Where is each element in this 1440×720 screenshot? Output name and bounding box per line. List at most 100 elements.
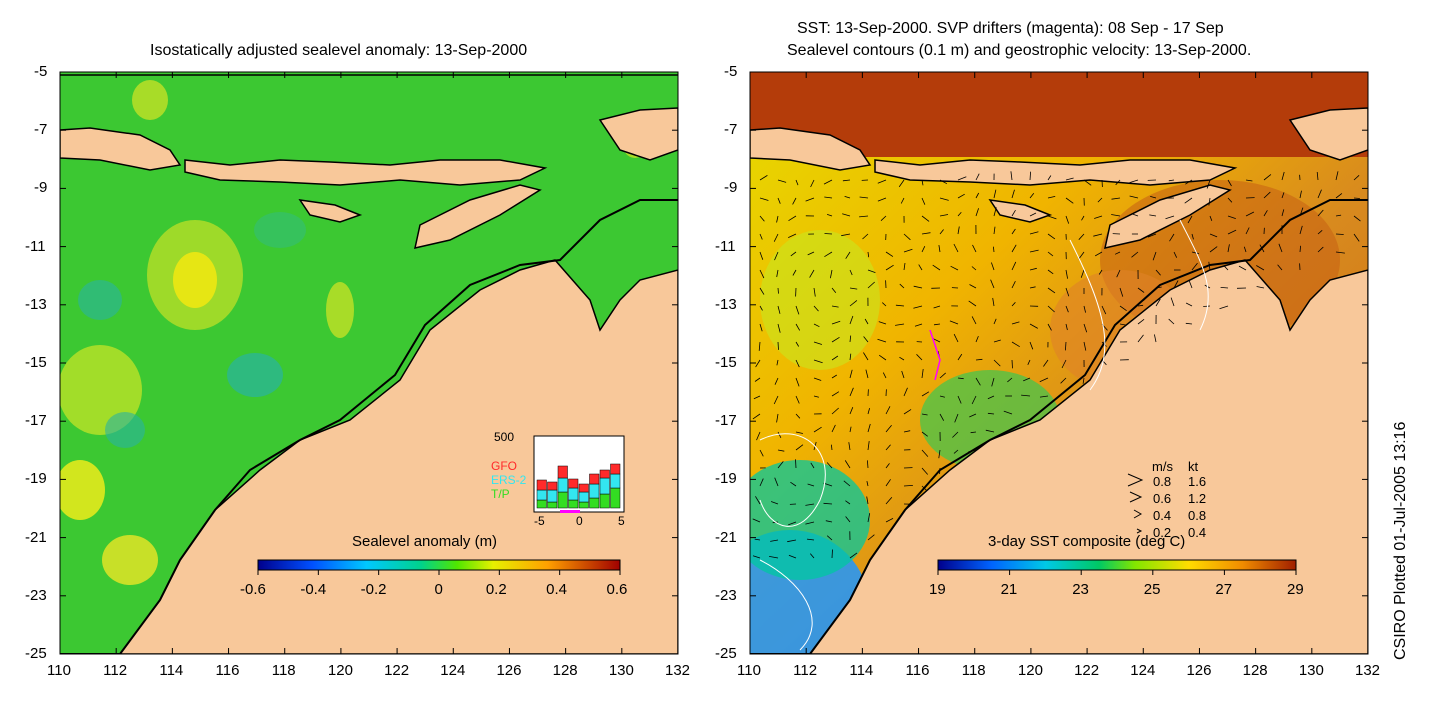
- right-y-tick-label: -5: [724, 63, 738, 80]
- right-x-tick-label: 128: [1242, 662, 1268, 679]
- velocity-arrow: [776, 269, 779, 278]
- velocity-arrow: [921, 467, 929, 475]
- velocity-arrow: [867, 460, 869, 469]
- velocity-arrow: [831, 444, 833, 451]
- velocity-legend-ms: 0.4: [1153, 508, 1172, 523]
- velocity-arrow: [1065, 287, 1070, 297]
- velocity-arrow: [991, 262, 995, 271]
- velocity-arrow: [809, 553, 815, 559]
- velocity-arrow: [1137, 287, 1145, 293]
- velocity-arrow: [1047, 175, 1052, 181]
- left-y-tick-label: -23: [25, 586, 47, 604]
- velocity-arrow: [826, 214, 833, 217]
- velocity-arrow: [777, 179, 787, 183]
- velocity-arrow: [987, 412, 995, 415]
- velocity-arrow: [882, 372, 887, 379]
- velocity-arrow: [849, 300, 858, 307]
- velocity-arrow: [1227, 215, 1236, 219]
- inset-bar: [568, 478, 579, 489]
- sst-colorbar-tick: 29: [1287, 581, 1304, 598]
- velocity-arrow: [1029, 249, 1039, 253]
- right-y-tick-label: -15: [715, 354, 737, 371]
- sst-cool-patch: [750, 460, 870, 580]
- velocity-arrow: [993, 207, 997, 217]
- inset-bar: [589, 483, 600, 499]
- velocity-arrow: [1185, 179, 1193, 185]
- velocity-arrow: [777, 431, 782, 438]
- velocity-arrow: [824, 251, 833, 258]
- velocity-arrow: [918, 264, 923, 271]
- velocity-arrow: [752, 555, 761, 559]
- velocity-arrow: [831, 374, 838, 379]
- tanimbar-islands: [598, 107, 678, 161]
- velocity-arrow: [885, 479, 891, 487]
- velocity-arrow: [921, 246, 926, 253]
- timor-island: [1104, 184, 1232, 249]
- shelf-contour: [60, 199, 678, 654]
- velocity-arrow: [878, 321, 887, 325]
- velocity-arrow: [1082, 377, 1085, 384]
- velocity-arrow: [826, 535, 833, 541]
- sst-colorbar-tick: 19: [929, 581, 946, 598]
- velocity-arrow: [795, 395, 800, 404]
- velocity-arrow: [921, 485, 928, 491]
- velocity-arrow: [1203, 305, 1211, 307]
- velocity-arrow: [867, 281, 875, 289]
- velocity-arrow: [1316, 171, 1319, 181]
- velocity-arrow: [1208, 197, 1211, 206]
- velocity-arrow: [849, 407, 854, 415]
- velocity-arrow: [831, 391, 840, 397]
- svp-drifter-track: [929, 329, 941, 381]
- velocity-arrow: [1317, 246, 1324, 253]
- velocity-arrow: [759, 233, 763, 240]
- velocity-arrow: [758, 341, 761, 351]
- velocity-arrow: [1173, 280, 1179, 289]
- velocity-arrow: [913, 305, 923, 309]
- velocity-arrow: [1335, 214, 1342, 217]
- velocity-arrow: [1011, 261, 1017, 271]
- velocity-arrow: [863, 336, 869, 343]
- velocity-arrow: [813, 426, 822, 433]
- sla-colorbar-tick: 0.2: [485, 581, 507, 598]
- velocity-arrow: [975, 192, 980, 199]
- inset-bar: [578, 483, 589, 493]
- velocity-arrow: [1191, 233, 1194, 240]
- velocity-arrow: [877, 338, 887, 343]
- sealevel-contour: [1069, 239, 1106, 391]
- left-y-tick-label: -9: [34, 179, 48, 197]
- velocity-arrow: [1173, 251, 1178, 258]
- inset-bar: [536, 489, 547, 501]
- velocity-arrow: [1119, 305, 1127, 312]
- velocity-arrow: [1029, 341, 1034, 350]
- velocity-arrow: [1155, 298, 1161, 307]
- velocity-arrow: [903, 387, 908, 397]
- velocity-arrow: [813, 323, 820, 328]
- velocity-arrow: [1129, 179, 1139, 183]
- velocity-arrow: [1065, 269, 1068, 279]
- velocity-arrow: [1023, 377, 1031, 382]
- velocity-arrow: [1281, 171, 1285, 181]
- sumba-island: [298, 199, 363, 223]
- left-y-tick-label: -25: [25, 645, 47, 662]
- velocity-arrow: [957, 353, 963, 361]
- velocity-arrow: [900, 197, 905, 204]
- velocity-arrow: [825, 520, 833, 523]
- velocity-arrow: [1047, 196, 1056, 199]
- velocity-arrow: [1080, 269, 1085, 278]
- velocity-arrow: [759, 215, 765, 222]
- left-x-tick-label: 116: [215, 662, 240, 679]
- velocity-legend-kt: 0.4: [1188, 525, 1207, 540]
- velocity-arrow: [777, 449, 785, 452]
- velocity-arrow: [867, 251, 870, 258]
- velocity-arrow: [885, 496, 893, 505]
- velocity-arrow: [1245, 211, 1255, 217]
- inset-histogram: [533, 435, 625, 513]
- velocity-arrow: [787, 539, 797, 543]
- velocity-arrow: [957, 211, 962, 217]
- velocity-legend-kt: 0.8: [1188, 508, 1207, 523]
- left-x-tick-label: 112: [103, 662, 128, 679]
- velocity-arrow: [774, 251, 779, 261]
- velocity-arrow: [759, 197, 769, 201]
- velocity-arrow: [1155, 269, 1161, 276]
